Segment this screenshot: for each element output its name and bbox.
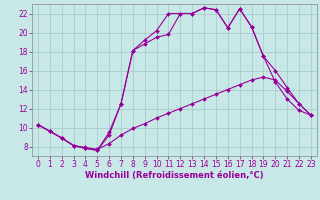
- X-axis label: Windchill (Refroidissement éolien,°C): Windchill (Refroidissement éolien,°C): [85, 171, 264, 180]
